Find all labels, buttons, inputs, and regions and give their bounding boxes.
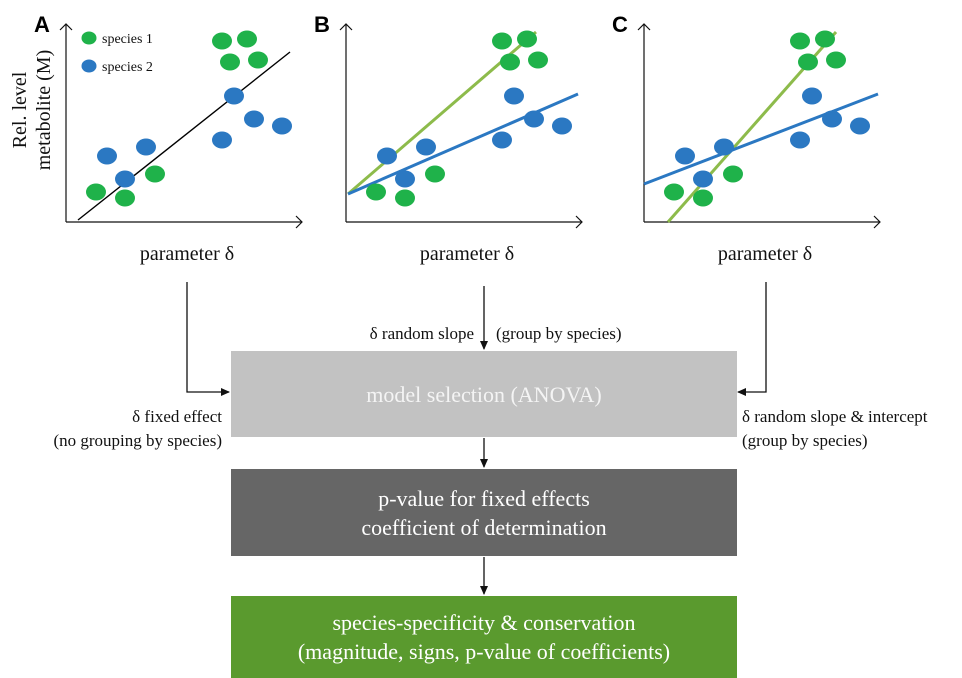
species-specificity-box: species-specificity & conservation (magn… (231, 596, 737, 678)
point-species1 (395, 189, 415, 207)
point-species1 (517, 30, 537, 48)
legend-label: species 2 (102, 60, 153, 75)
point-species1 (815, 30, 835, 48)
point-species1 (425, 165, 445, 183)
species-line1: species-specificity & conservation (332, 610, 636, 635)
point-species2 (524, 110, 544, 128)
legend: species 1 species 2 (81, 31, 153, 75)
pvalue-box: p-value for fixed effects coefficient of… (231, 469, 737, 556)
fit-line-2 (347, 92, 579, 196)
point-species1 (693, 189, 713, 207)
label-group-by-species-top-text: (group by species) (496, 324, 622, 343)
point-species1 (723, 165, 743, 183)
point-species1 (790, 32, 810, 50)
connector-random-slope-intercept (737, 282, 767, 396)
model-selection-text: model selection (ANOVA) (366, 381, 602, 407)
species-line2: (magnitude, signs, p-value of coefficien… (297, 639, 671, 664)
label-fixed-effect-line2: (no grouping by species) (53, 431, 222, 450)
point-species2 (802, 87, 822, 105)
legend-label: species 1 (102, 32, 153, 47)
point-species1 (664, 183, 684, 201)
point-species1 (798, 53, 818, 71)
label-fixed-effect: δ fixed effect (no grouping by species) (4, 405, 222, 453)
point-species2 (272, 117, 292, 135)
point-species2 (224, 87, 244, 105)
point-species2 (115, 170, 135, 188)
point-species1 (145, 165, 165, 183)
pvalue-line2: coefficient of determination (361, 514, 607, 540)
point-species1 (500, 53, 520, 71)
x-axis-label: parameter δ (718, 243, 812, 265)
label-random-slope: δ random slope (324, 322, 474, 346)
point-species1 (115, 189, 135, 207)
panel-letter: B (314, 12, 330, 37)
point-species2 (395, 170, 415, 188)
point-species2 (136, 138, 156, 156)
legend-swatch (81, 31, 97, 45)
connector-fixed-effect (186, 282, 230, 396)
point-species1 (237, 30, 257, 48)
point-species2 (416, 138, 436, 156)
point-species2 (377, 147, 397, 165)
point-species1 (248, 51, 268, 69)
pvalue-line1: p-value for fixed effects (378, 485, 590, 511)
label-random-slope-intercept-line2: (group by species) (742, 431, 868, 450)
point-species2 (675, 147, 695, 165)
point-species2 (790, 131, 810, 149)
point-species2 (97, 147, 117, 165)
y-axis-label-line2: metabolite (M) (33, 50, 55, 171)
point-species1 (492, 32, 512, 50)
legend-swatch (81, 59, 97, 73)
label-random-slope-text: δ random slope (369, 324, 474, 343)
label-fixed-effect-line1: δ fixed effect (132, 407, 222, 426)
label-random-slope-intercept-line1: δ random slope & intercept (742, 407, 928, 426)
y-axis-label: Rel. level metabolite (M) (9, 50, 55, 171)
fit-line-1 (77, 51, 291, 221)
point-species2 (492, 131, 512, 149)
label-group-by-species-top: (group by species) (496, 322, 696, 346)
point-species2 (212, 131, 232, 149)
point-species1 (86, 183, 106, 201)
panel-letter: A (34, 12, 50, 37)
flow-connectors (186, 282, 767, 595)
point-species2 (850, 117, 870, 135)
point-species2 (822, 110, 842, 128)
x-axis-label: parameter δ (420, 243, 514, 265)
point-species2 (693, 170, 713, 188)
y-axis-label-line1: Rel. level (9, 71, 31, 148)
label-random-slope-intercept: δ random slope & intercept (group by spe… (742, 405, 960, 453)
point-species1 (528, 51, 548, 69)
point-species1 (220, 53, 240, 71)
point-species2 (504, 87, 524, 105)
panel-letter: C (612, 12, 628, 37)
point-species1 (212, 32, 232, 50)
model-selection-box: model selection (ANOVA) (231, 351, 737, 437)
point-species2 (552, 117, 572, 135)
point-species1 (366, 183, 386, 201)
x-axis-label: parameter δ (140, 243, 234, 265)
point-species1 (826, 51, 846, 69)
point-species2 (244, 110, 264, 128)
fit-line-2 (643, 92, 879, 186)
point-species2 (714, 138, 734, 156)
